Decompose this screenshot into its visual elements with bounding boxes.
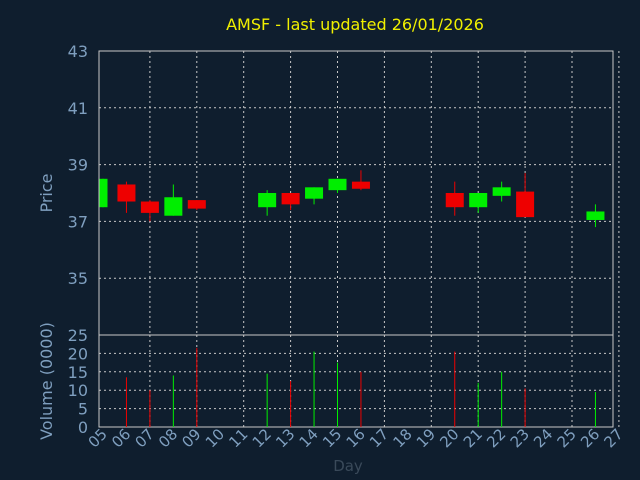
candle-body bbox=[328, 178, 347, 191]
price-y-label: Price bbox=[37, 173, 56, 212]
candle-body bbox=[281, 193, 300, 205]
candle-body bbox=[469, 193, 488, 208]
price-y-tick-label: 41 bbox=[68, 99, 88, 118]
volume-plot-border bbox=[98, 334, 614, 428]
candle-body bbox=[187, 200, 206, 209]
volume-y-tick-label: 0 bbox=[78, 418, 88, 437]
chart-title: AMSF - last updated 26/01/2026 bbox=[226, 15, 484, 34]
volume-y-tick-label: 15 bbox=[68, 363, 88, 382]
price-panel: 35 37 39 41 43 Price bbox=[37, 42, 620, 336]
candle-body bbox=[492, 187, 511, 196]
volume-bars bbox=[125, 347, 596, 427]
volume-y-tick-label: 20 bbox=[68, 344, 88, 363]
price-y-ticks: 35 37 39 41 43 bbox=[68, 42, 88, 288]
candle-body bbox=[140, 201, 159, 213]
candles bbox=[99, 170, 605, 228]
price-y-tick-label: 39 bbox=[68, 156, 88, 175]
candle-body bbox=[351, 181, 370, 189]
candle-body bbox=[445, 193, 464, 208]
candle-body bbox=[516, 191, 535, 218]
volume-y-tick-label: 5 bbox=[78, 400, 88, 419]
x-axis-label: Day bbox=[333, 457, 363, 475]
candle-body bbox=[164, 197, 183, 216]
candle-body bbox=[99, 178, 108, 208]
candle-body bbox=[305, 187, 324, 199]
volume-y-tick-label: 25 bbox=[68, 326, 88, 345]
candle-body bbox=[258, 193, 277, 208]
volume-y-tick-label: 10 bbox=[68, 381, 88, 400]
x-ticks: 0506070809101112131415161718192021222324… bbox=[85, 425, 627, 451]
price-y-tick-label: 43 bbox=[68, 42, 88, 61]
candle-body bbox=[586, 211, 605, 220]
price-y-tick-label: 37 bbox=[68, 212, 88, 231]
price-y-tick-label: 35 bbox=[68, 269, 88, 288]
volume-y-label: Volume (0000) bbox=[37, 322, 56, 440]
candle-body bbox=[117, 184, 136, 202]
volume-grid bbox=[99, 335, 620, 427]
